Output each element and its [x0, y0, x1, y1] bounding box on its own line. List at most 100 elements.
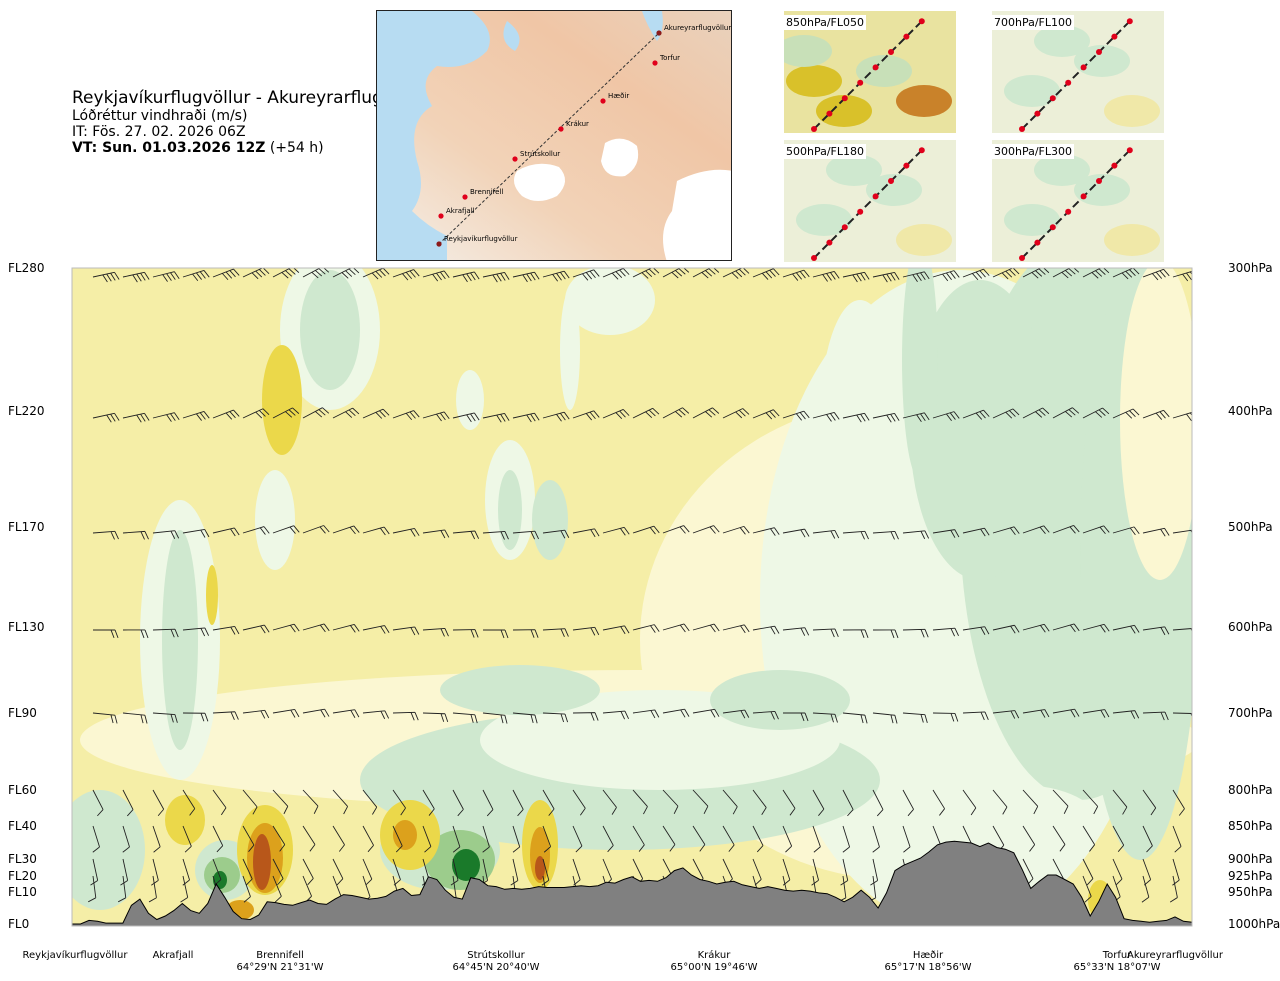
wind-barb: [152, 271, 180, 282]
wind-barb: [962, 789, 977, 816]
wind-barb: [602, 710, 630, 720]
wind-barb: [332, 858, 344, 886]
flight-level-label: FL170: [8, 520, 45, 534]
wind-barb: [362, 789, 378, 815]
wind-barb: [512, 825, 521, 853]
wind-barb: [542, 270, 570, 282]
wind-barb: [542, 825, 552, 853]
wind-barb: [212, 409, 240, 420]
wind-barb: [1052, 407, 1080, 419]
wind-barb: [272, 407, 300, 419]
wind-barb: [92, 712, 118, 724]
wind-barb: [722, 825, 735, 852]
level-map-300: 300hPa/FL300: [992, 140, 1164, 262]
wind-barb: [452, 712, 478, 724]
wind-barb: [902, 825, 911, 853]
wind-barb: [152, 789, 165, 817]
wind-barb: [932, 270, 960, 282]
wind-barb: [88, 875, 97, 903]
wind-barb: [117, 875, 127, 903]
wind-barb: [992, 408, 1020, 419]
wind-barb: [692, 789, 709, 815]
x-point-name: Akureyrarflugvöllur: [1126, 950, 1223, 961]
wind-barb: [872, 412, 900, 423]
wind-barb: [242, 858, 253, 886]
wind-barb: [362, 526, 390, 536]
wind-barb: [902, 271, 930, 282]
level-map-waypoint: [811, 255, 817, 261]
wind-barb: [1112, 624, 1140, 634]
level-map-850: 850hPa/FL050: [784, 11, 956, 133]
wind-barb: [662, 623, 690, 633]
velocity-contour: [452, 849, 480, 881]
wind-barb: [392, 269, 420, 281]
level-map-route: [813, 149, 923, 259]
wind-barb: [1082, 623, 1110, 633]
wind-barb: [752, 625, 780, 635]
quantity-label: Lóðréttur vindhraði (m/s): [72, 108, 248, 124]
wind-barb: [1203, 531, 1229, 541]
wind-barb: [482, 825, 490, 853]
route-waypoint-label: Akureyrarflugvöllur: [664, 24, 731, 32]
wind-barb: [212, 711, 239, 720]
wind-barb: [662, 789, 679, 814]
wind-barb: [1022, 407, 1050, 419]
level-map-500: 500hPa/FL180: [784, 140, 956, 262]
velocity-contour: [530, 827, 550, 883]
wind-barb: [1172, 858, 1180, 886]
wind-barb: [542, 789, 555, 816]
vertical-velocity-field: [72, 268, 1192, 926]
wind-barb: [1052, 268, 1080, 279]
wind-barb: [242, 408, 270, 419]
wind-barb: [782, 410, 810, 421]
level-map-waypoint: [1065, 79, 1072, 86]
wind-barb: [422, 270, 450, 282]
wind-barb: [272, 789, 289, 815]
level-map-field: [1074, 45, 1130, 77]
wind-barb: [1172, 270, 1192, 282]
wind-barb: [452, 271, 480, 283]
wind-barb: [1082, 875, 1092, 903]
pressure-level-label: 850hPa: [1228, 819, 1273, 833]
x-point-coord: 65°33'N 18°07'W: [1073, 962, 1161, 973]
level-map-field: [1074, 174, 1130, 206]
wind-barb: [722, 525, 750, 535]
wind-barb: [602, 625, 630, 635]
flight-level-label: FL220: [8, 404, 45, 418]
wind-barb: [872, 712, 898, 724]
wind-barb: [632, 525, 660, 535]
wind-barb: [452, 789, 464, 817]
wind-barb: [692, 525, 720, 534]
wind-barb: [512, 412, 540, 423]
velocity-contour: [456, 370, 484, 430]
wind-barb: [992, 710, 1020, 719]
wind-barb: [842, 629, 869, 638]
flight-level-label: FL280: [8, 261, 45, 275]
level-map-field: [784, 35, 832, 67]
x-point-label: Strútskollur 64°45'N 20°40'W: [421, 950, 571, 974]
level-map-waypoint: [1126, 18, 1133, 25]
level-map-300-svg: [992, 140, 1164, 262]
level-map-waypoint: [1019, 126, 1025, 132]
wind-barb: [392, 528, 420, 537]
level-map-waypoint: [1049, 95, 1056, 102]
x-point-label: Akureyrarflugvöllur: [1100, 950, 1250, 962]
wind-barb: [902, 530, 930, 540]
wind-barb: [512, 530, 539, 540]
x-point-name: Akrafjall: [152, 950, 194, 961]
level-map-waypoint: [1096, 49, 1102, 55]
wind-barb: [602, 268, 630, 280]
level-map-waypoint: [841, 95, 848, 102]
glacier-langjokull: [513, 163, 566, 201]
wind-barb: [782, 627, 810, 636]
wind-barb: [512, 271, 540, 283]
wind-barb: [482, 629, 509, 639]
wind-barb: [602, 526, 630, 536]
flight-level-label: FL0: [8, 917, 30, 931]
wind-barb: [632, 268, 660, 279]
fjord: [503, 21, 520, 51]
wind-barb: [212, 825, 224, 853]
level-map-waypoint: [811, 126, 817, 132]
level-map-field: [1034, 154, 1090, 186]
velocity-contour: [710, 670, 850, 730]
